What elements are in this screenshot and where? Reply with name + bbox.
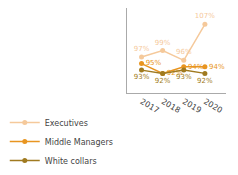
svg-text:94%: 94% xyxy=(209,63,225,71)
svg-text:2020: 2020 xyxy=(202,97,224,115)
svg-text:94%: 94% xyxy=(188,63,204,71)
svg-text:96%: 96% xyxy=(176,48,192,56)
svg-text:2019: 2019 xyxy=(181,97,203,115)
svg-text:95%: 95% xyxy=(146,59,162,67)
svg-text:2018: 2018 xyxy=(160,97,182,115)
svg-text:97%: 97% xyxy=(134,45,150,53)
svg-text:92%: 92% xyxy=(167,69,183,77)
svg-text:93%: 93% xyxy=(176,73,192,81)
svg-text:92%: 92% xyxy=(155,77,171,85)
svg-text:Middle Managers: Middle Managers xyxy=(45,138,113,147)
svg-text:93%: 93% xyxy=(134,73,150,81)
svg-text:99%: 99% xyxy=(155,39,171,47)
svg-text:92%: 92% xyxy=(197,77,213,85)
svg-text:Executives: Executives xyxy=(45,119,88,128)
svg-text:2017: 2017 xyxy=(139,97,161,115)
svg-text:White collars: White collars xyxy=(45,157,97,166)
svg-text:107%: 107% xyxy=(195,12,215,20)
